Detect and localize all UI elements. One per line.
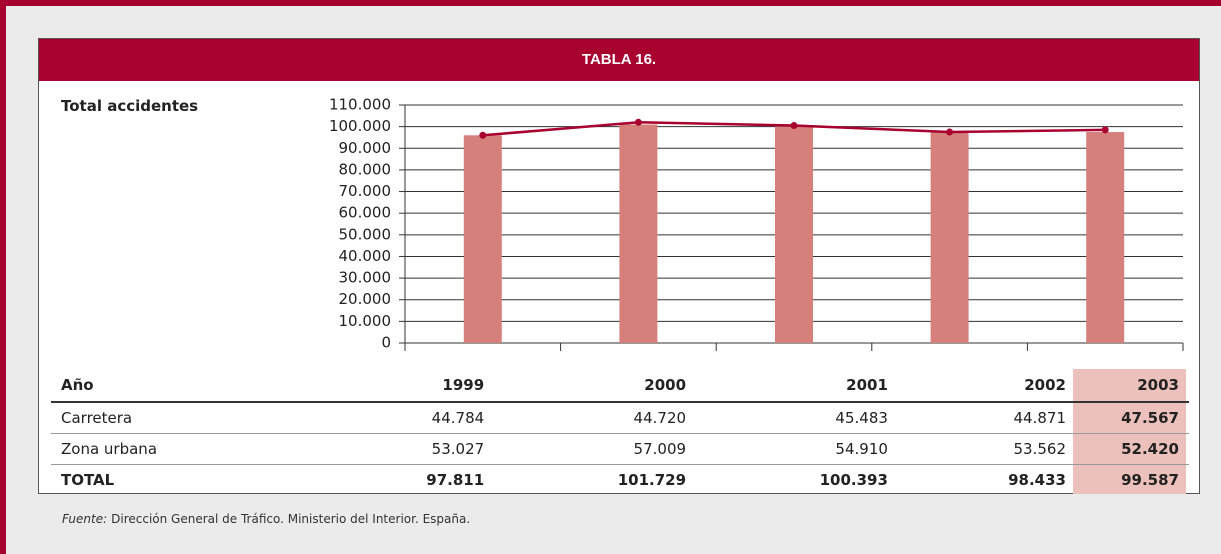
y-tick-label: 100.000: [329, 117, 391, 135]
y-tick-label: 50.000: [339, 225, 392, 243]
table-cell: 54.910: [696, 433, 898, 465]
table-cell: 1999: [316, 369, 495, 403]
table-row: Año 1999 2000 2001 2002 2003: [51, 369, 1189, 403]
y-tick-label: 70.000: [339, 182, 392, 200]
bar: [1086, 132, 1125, 343]
y-tick-label: 40.000: [339, 247, 392, 265]
table-cell: Zona urbana: [51, 433, 317, 465]
table-cell: TOTAL: [61, 471, 115, 489]
point: [634, 118, 642, 126]
y-tick-label: 0: [381, 334, 391, 352]
y-tick-label: 60.000: [339, 204, 392, 222]
table-cell: 57.009: [494, 433, 697, 465]
point: [1101, 126, 1109, 134]
bar: [463, 135, 502, 343]
table-title: TABLA 16.: [39, 39, 1199, 81]
table-cell: 101.729: [617, 471, 687, 489]
table-cell: 2002: [897, 369, 1076, 403]
table-cell: 100.393: [819, 471, 888, 489]
point: [946, 128, 954, 136]
panel: TABLA 16. Total accidentes Año 1999 2000 20…: [38, 38, 1200, 494]
table-cell: Año: [51, 369, 317, 403]
point: [479, 131, 487, 139]
table-cell: 2003: [1076, 369, 1189, 403]
point: [790, 122, 798, 130]
y-tick-label: 110.000: [329, 96, 391, 114]
y-tick-label: 30.000: [339, 269, 392, 287]
table-row: TOTAL 97.811 101.729 100.393 98.433 99.587: [51, 465, 1189, 496]
source-label: Fuente:: [62, 512, 108, 526]
bar: [619, 124, 658, 344]
y-tick-label: 10.000: [339, 312, 392, 330]
table-cell: 2001: [696, 369, 898, 403]
bar: [930, 132, 969, 343]
y-tick-label: 20.000: [339, 290, 392, 308]
table-cell: 97.811: [426, 471, 485, 489]
bar: [775, 126, 813, 344]
data-table: Año 1999 2000 2001 2002 2003 Carretera 44.784 44…: [51, 369, 1189, 495]
table-row: Zona urbana 53.027 57.009 54.910 53.562 52.42…: [51, 433, 1189, 465]
table-cell: 53.027: [316, 433, 495, 465]
source: Fuente: Dirección General de Tráfico. Min…: [62, 512, 470, 526]
table-row: Carretera 44.784 44.720 45.483 44.871 47.567: [51, 402, 1189, 434]
table-cell: 44.784: [316, 402, 495, 434]
chart-label: Total accidentes: [61, 97, 199, 115]
table-cell: 45.483: [696, 402, 898, 434]
table-cell: 2000: [494, 369, 697, 403]
y-tick-label: 90.000: [339, 139, 392, 157]
table-cell: 47.567: [1076, 402, 1189, 434]
table-cell: 52.420: [1076, 433, 1189, 465]
table-cell: Carretera: [51, 402, 317, 434]
source-text: Dirección General de Tráfico. Ministerio…: [111, 512, 471, 526]
table-cell: 98.433: [1008, 471, 1066, 489]
table-cell: 44.871: [897, 402, 1076, 434]
table-cell: 44.720: [494, 402, 697, 434]
table-cell: 99.587: [1121, 471, 1179, 489]
table-cell: 53.562: [897, 433, 1076, 465]
y-tick-label: 80.000: [339, 160, 392, 178]
